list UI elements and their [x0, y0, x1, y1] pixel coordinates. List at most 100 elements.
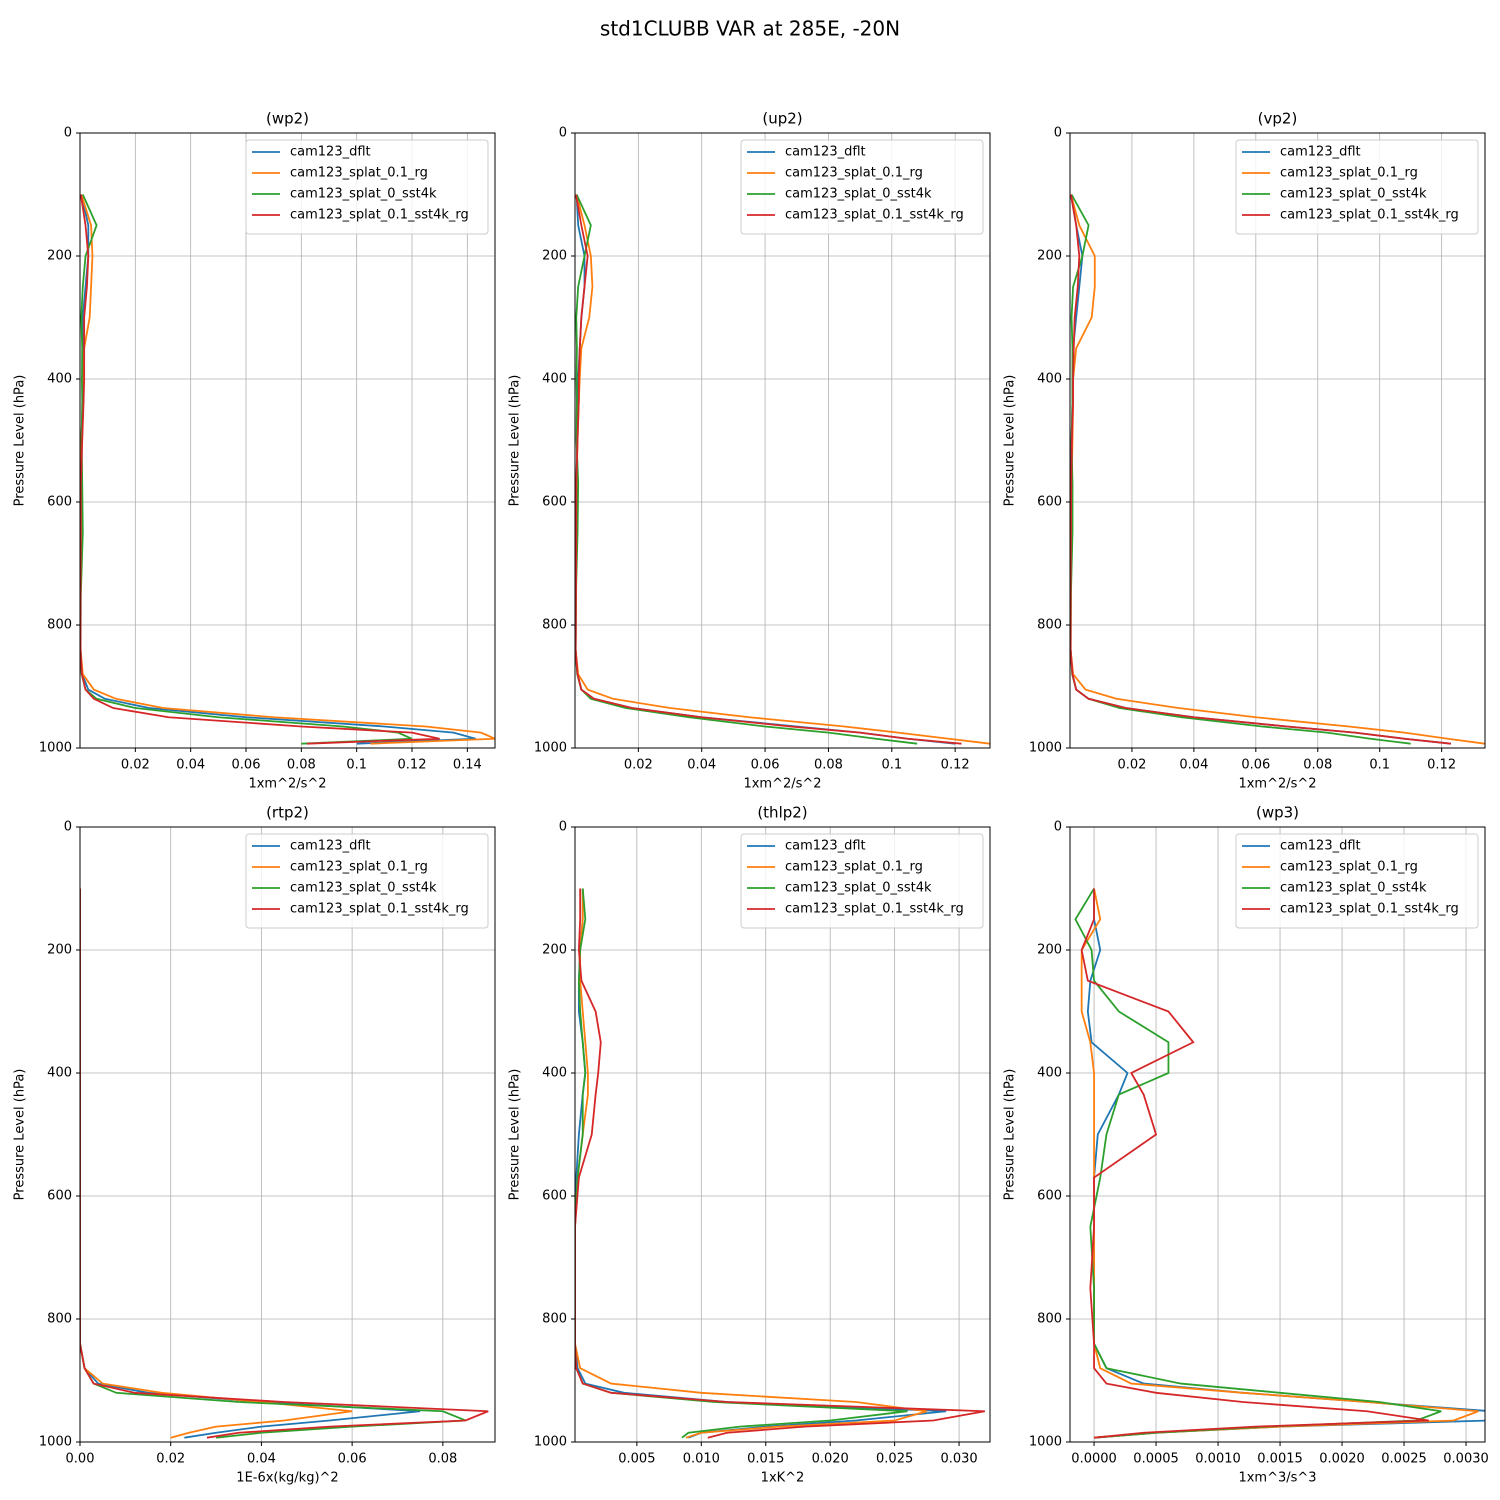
y-tick-label: 600 — [47, 495, 72, 510]
x-tick-label: 0.025 — [876, 1452, 913, 1467]
x-tick-label: 0.06 — [751, 758, 780, 773]
series-line — [1086, 888, 1485, 1439]
x-tick-label: 0.005 — [618, 1452, 655, 1467]
legend-label: cam123_splat_0_sst4k — [290, 881, 437, 896]
panel-title: (thlp2) — [757, 804, 807, 822]
y-tick-label: 600 — [1037, 495, 1062, 510]
legend-box — [245, 139, 489, 235]
legend-box — [740, 139, 984, 235]
legend-label: cam123_splat_0.1_rg — [290, 860, 428, 875]
panel-title: (wp3) — [1256, 804, 1299, 822]
x-tick-label: 0.030 — [940, 1452, 977, 1467]
panel: 0.02 0.04 0.06 0.08 0.1 0.12 0 200 400 600 800 1000… — [1003, 110, 1486, 792]
x-tick-label: 0.1 — [346, 758, 367, 773]
legend-box — [740, 833, 984, 929]
series-line — [575, 194, 962, 745]
x-axis-label: 1xm^2/s^2 — [1238, 777, 1316, 792]
axes-frame — [1069, 132, 1486, 749]
x-tick-label: 0.02 — [624, 758, 653, 773]
x-tick-label: 0.02 — [121, 758, 150, 773]
y-tick-label: 0 — [559, 820, 567, 835]
x-tick-label: 0.04 — [1179, 758, 1208, 773]
x-tick-label: 0.08 — [1303, 758, 1332, 773]
x-tick-label: 0.08 — [287, 758, 316, 773]
y-tick-label: 600 — [47, 1189, 72, 1204]
legend-label: cam123_splat_0_sst4k — [1280, 187, 1427, 202]
series-line — [1070, 194, 1411, 745]
series-line — [575, 888, 947, 1439]
legend-label: cam123_splat_0.1_rg — [1280, 166, 1418, 181]
axes-frame — [574, 826, 991, 1443]
y-tick-label: 400 — [542, 1066, 567, 1081]
legend-label: cam123_splat_0_sst4k — [1280, 881, 1427, 896]
y-tick-label: 0 — [1054, 126, 1062, 141]
legend-label: cam123_splat_0_sst4k — [290, 187, 437, 202]
y-tick-label: 1000 — [534, 1435, 567, 1450]
legend-label: cam123_dflt — [1280, 145, 1361, 160]
legend-label: cam123_dflt — [1280, 839, 1361, 854]
panel-title: (rtp2) — [266, 804, 309, 822]
y-tick-label: 0 — [64, 820, 72, 835]
x-tick-label: 0.02 — [1117, 758, 1146, 773]
panel: 0.00 0.02 0.04 0.06 0.08 0 200 400 600 800 1000 (rt… — [13, 804, 496, 1486]
y-axis-label: Pressure Level (hPa) — [13, 375, 28, 507]
x-tick-label: 0.04 — [687, 758, 716, 773]
x-axis-label: 1xK^2 — [761, 1471, 805, 1486]
y-tick-label: 200 — [1037, 943, 1062, 958]
figure-title: std1CLUBB VAR at 285E, -20N — [600, 17, 900, 41]
y-tick-label: 1000 — [39, 1435, 72, 1450]
panel-title: (up2) — [762, 110, 802, 128]
x-tick-label: 0.06 — [1241, 758, 1270, 773]
axes-frame — [574, 132, 991, 749]
y-tick-label: 200 — [47, 249, 72, 264]
axes-frame — [1069, 826, 1486, 1443]
y-tick-label: 0 — [1054, 820, 1062, 835]
y-tick-label: 1000 — [1029, 741, 1062, 756]
series-line — [575, 888, 908, 1439]
y-tick-label: 600 — [542, 495, 567, 510]
panel-title: (wp2) — [266, 110, 309, 128]
x-axis-label: 1xm^2/s^2 — [743, 777, 821, 792]
series-line — [575, 888, 928, 1439]
series-line — [575, 888, 985, 1439]
y-tick-label: 1000 — [1029, 1435, 1062, 1450]
x-tick-label: 0.08 — [428, 1452, 457, 1467]
legend-box — [1235, 833, 1479, 929]
y-tick-label: 200 — [47, 943, 72, 958]
y-tick-label: 400 — [1037, 1066, 1062, 1081]
legend-label: cam123_splat_0_sst4k — [785, 881, 932, 896]
y-tick-label: 1000 — [534, 741, 567, 756]
y-axis-label: Pressure Level (hPa) — [1003, 375, 1018, 507]
x-tick-label: 0.14 — [453, 758, 482, 773]
y-tick-label: 400 — [1037, 372, 1062, 387]
y-tick-label: 800 — [1037, 618, 1062, 633]
y-axis-label: Pressure Level (hPa) — [508, 1069, 523, 1201]
x-tick-label: 0.010 — [683, 1452, 720, 1467]
series-line — [80, 194, 495, 745]
legend-label: cam123_splat_0.1_sst4k_rg — [785, 208, 964, 223]
series-line — [80, 888, 466, 1439]
series-line — [575, 194, 918, 745]
y-tick-label: 600 — [1037, 1189, 1062, 1204]
series-line — [80, 888, 421, 1439]
legend-label: cam123_splat_0.1_sst4k_rg — [785, 902, 964, 917]
y-tick-label: 800 — [47, 1312, 72, 1327]
y-tick-label: 400 — [47, 372, 72, 387]
x-tick-label: 0.12 — [941, 758, 970, 773]
series-line — [1080, 888, 1429, 1439]
series-line — [1074, 888, 1442, 1439]
x-tick-label: 0.04 — [176, 758, 205, 773]
y-tick-label: 1000 — [39, 741, 72, 756]
series-line — [80, 888, 353, 1439]
x-tick-label: 0.1 — [881, 758, 902, 773]
x-tick-label: 0.015 — [747, 1452, 784, 1467]
x-tick-label: 0.0025 — [1381, 1452, 1427, 1467]
legend-label: cam123_splat_0.1_sst4k_rg — [1280, 902, 1459, 917]
y-tick-label: 0 — [559, 126, 567, 141]
x-tick-label: 0.0005 — [1133, 1452, 1179, 1467]
panel: 0.005 0.010 0.015 0.020 0.025 0.030 0 200 400 600… — [508, 804, 991, 1486]
axes-frame — [79, 826, 496, 1443]
legend-label: cam123_splat_0.1_sst4k_rg — [290, 902, 469, 917]
panel: 0.02 0.04 0.06 0.08 0.1 0.12 0 200 400 600 800 1000… — [508, 110, 991, 792]
